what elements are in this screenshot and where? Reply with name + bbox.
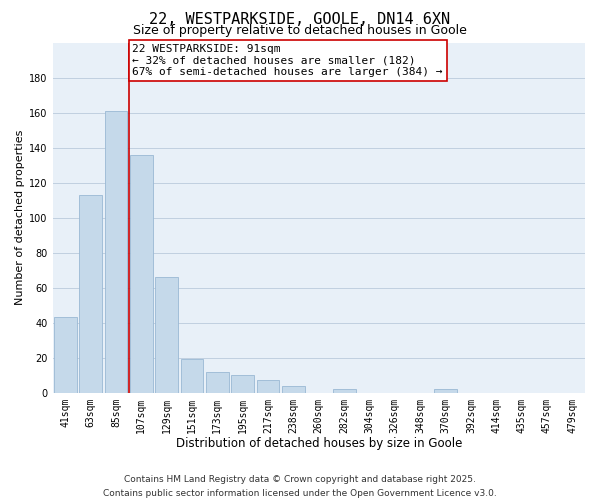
Text: 22, WESTPARKSIDE, GOOLE, DN14 6XN: 22, WESTPARKSIDE, GOOLE, DN14 6XN bbox=[149, 12, 451, 28]
Bar bbox=[130, 154, 152, 392]
Bar bbox=[181, 360, 203, 392]
Bar bbox=[104, 111, 127, 392]
Y-axis label: Number of detached properties: Number of detached properties bbox=[15, 130, 25, 306]
Bar bbox=[79, 195, 102, 392]
Text: Contains HM Land Registry data © Crown copyright and database right 2025.
Contai: Contains HM Land Registry data © Crown c… bbox=[103, 476, 497, 498]
Bar bbox=[257, 380, 280, 392]
Bar bbox=[155, 277, 178, 392]
Bar bbox=[434, 389, 457, 392]
Bar bbox=[333, 389, 356, 392]
Bar bbox=[282, 386, 305, 392]
X-axis label: Distribution of detached houses by size in Goole: Distribution of detached houses by size … bbox=[176, 437, 462, 450]
Text: Size of property relative to detached houses in Goole: Size of property relative to detached ho… bbox=[133, 24, 467, 37]
Bar bbox=[231, 375, 254, 392]
Bar bbox=[206, 372, 229, 392]
Text: 22 WESTPARKSIDE: 91sqm
← 32% of detached houses are smaller (182)
67% of semi-de: 22 WESTPARKSIDE: 91sqm ← 32% of detached… bbox=[133, 44, 443, 78]
Bar bbox=[54, 318, 77, 392]
